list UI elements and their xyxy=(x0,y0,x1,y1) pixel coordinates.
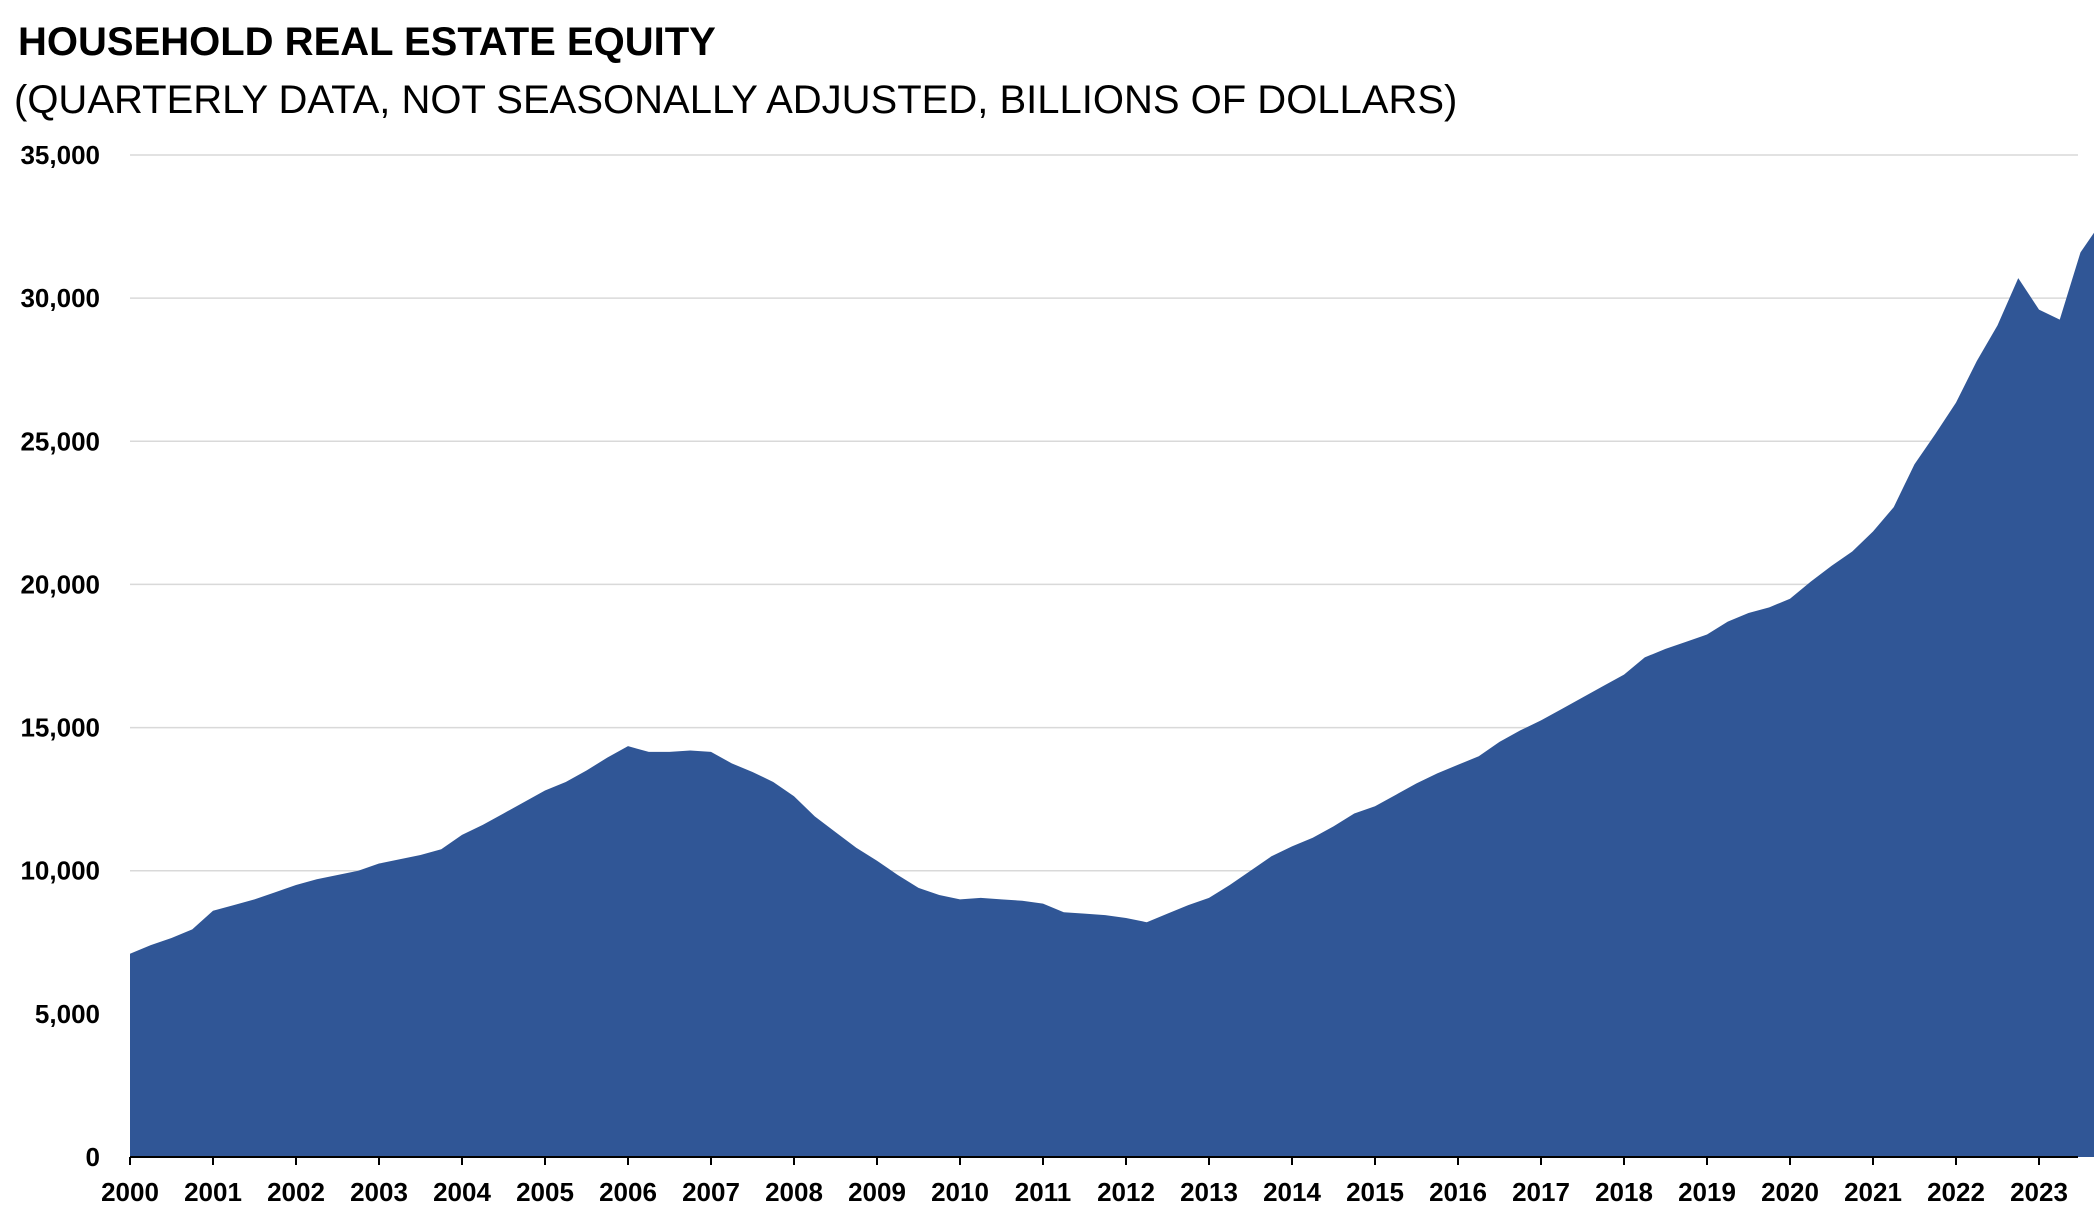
x-tick-label: 2021 xyxy=(1844,1177,1902,1207)
x-tick-label: 2011 xyxy=(1015,1177,1071,1207)
x-tick-label: 2002 xyxy=(267,1177,325,1207)
x-tick-label: 2000 xyxy=(101,1177,159,1207)
x-tick-label: 2005 xyxy=(516,1177,574,1207)
x-tick-label: 2001 xyxy=(184,1177,242,1207)
x-tick-label: 2004 xyxy=(433,1177,491,1207)
y-tick-label: 5,000 xyxy=(35,999,100,1029)
x-tick-label: 2007 xyxy=(682,1177,740,1207)
x-tick-label: 2023 xyxy=(2010,1177,2068,1207)
x-tick-label: 2022 xyxy=(1927,1177,1985,1207)
x-tick-label: 2020 xyxy=(1761,1177,1819,1207)
x-tick-label: 2012 xyxy=(1097,1177,1155,1207)
x-tick-label: 2006 xyxy=(599,1177,657,1207)
y-tick-label: 30,000 xyxy=(20,283,100,313)
x-tick-label: 2016 xyxy=(1429,1177,1487,1207)
x-tick-label: 2003 xyxy=(350,1177,408,1207)
x-tick-label: 2015 xyxy=(1346,1177,1404,1207)
x-tick-label: 2009 xyxy=(848,1177,906,1207)
x-tick-label: 2013 xyxy=(1180,1177,1238,1207)
y-tick-label: 25,000 xyxy=(20,426,100,456)
y-tick-label: 35,000 xyxy=(20,140,100,170)
x-axis-ticks: 2000 2001 2002 2003 2004 2005 2006 2007 2008 2009… xyxy=(101,1157,2068,1207)
y-tick-label: 10,000 xyxy=(20,856,100,886)
x-tick-label: 2018 xyxy=(1595,1177,1653,1207)
x-tick-label: 2008 xyxy=(765,1177,823,1207)
chart-subtitle: (QUARTERLY DATA, NOT SEASONALLY ADJUSTED… xyxy=(14,78,1457,122)
chart-title: HOUSEHOLD REAL ESTATE EQUITY xyxy=(18,20,716,64)
x-tick-label: 2010 xyxy=(931,1177,989,1207)
y-tick-label: 0 xyxy=(86,1142,100,1172)
x-tick-label: 2017 xyxy=(1512,1177,1570,1207)
y-tick-label: 20,000 xyxy=(20,569,100,599)
x-tick-label: 2014 xyxy=(1263,1177,1321,1207)
x-tick-label: 2019 xyxy=(1678,1177,1736,1207)
equity-area xyxy=(130,232,2094,1157)
y-tick-label: 15,000 xyxy=(20,713,100,743)
y-axis-ticks: 0 5,000 10,000 15,000 20,000 25,000 30,000 35,0… xyxy=(20,140,100,1172)
